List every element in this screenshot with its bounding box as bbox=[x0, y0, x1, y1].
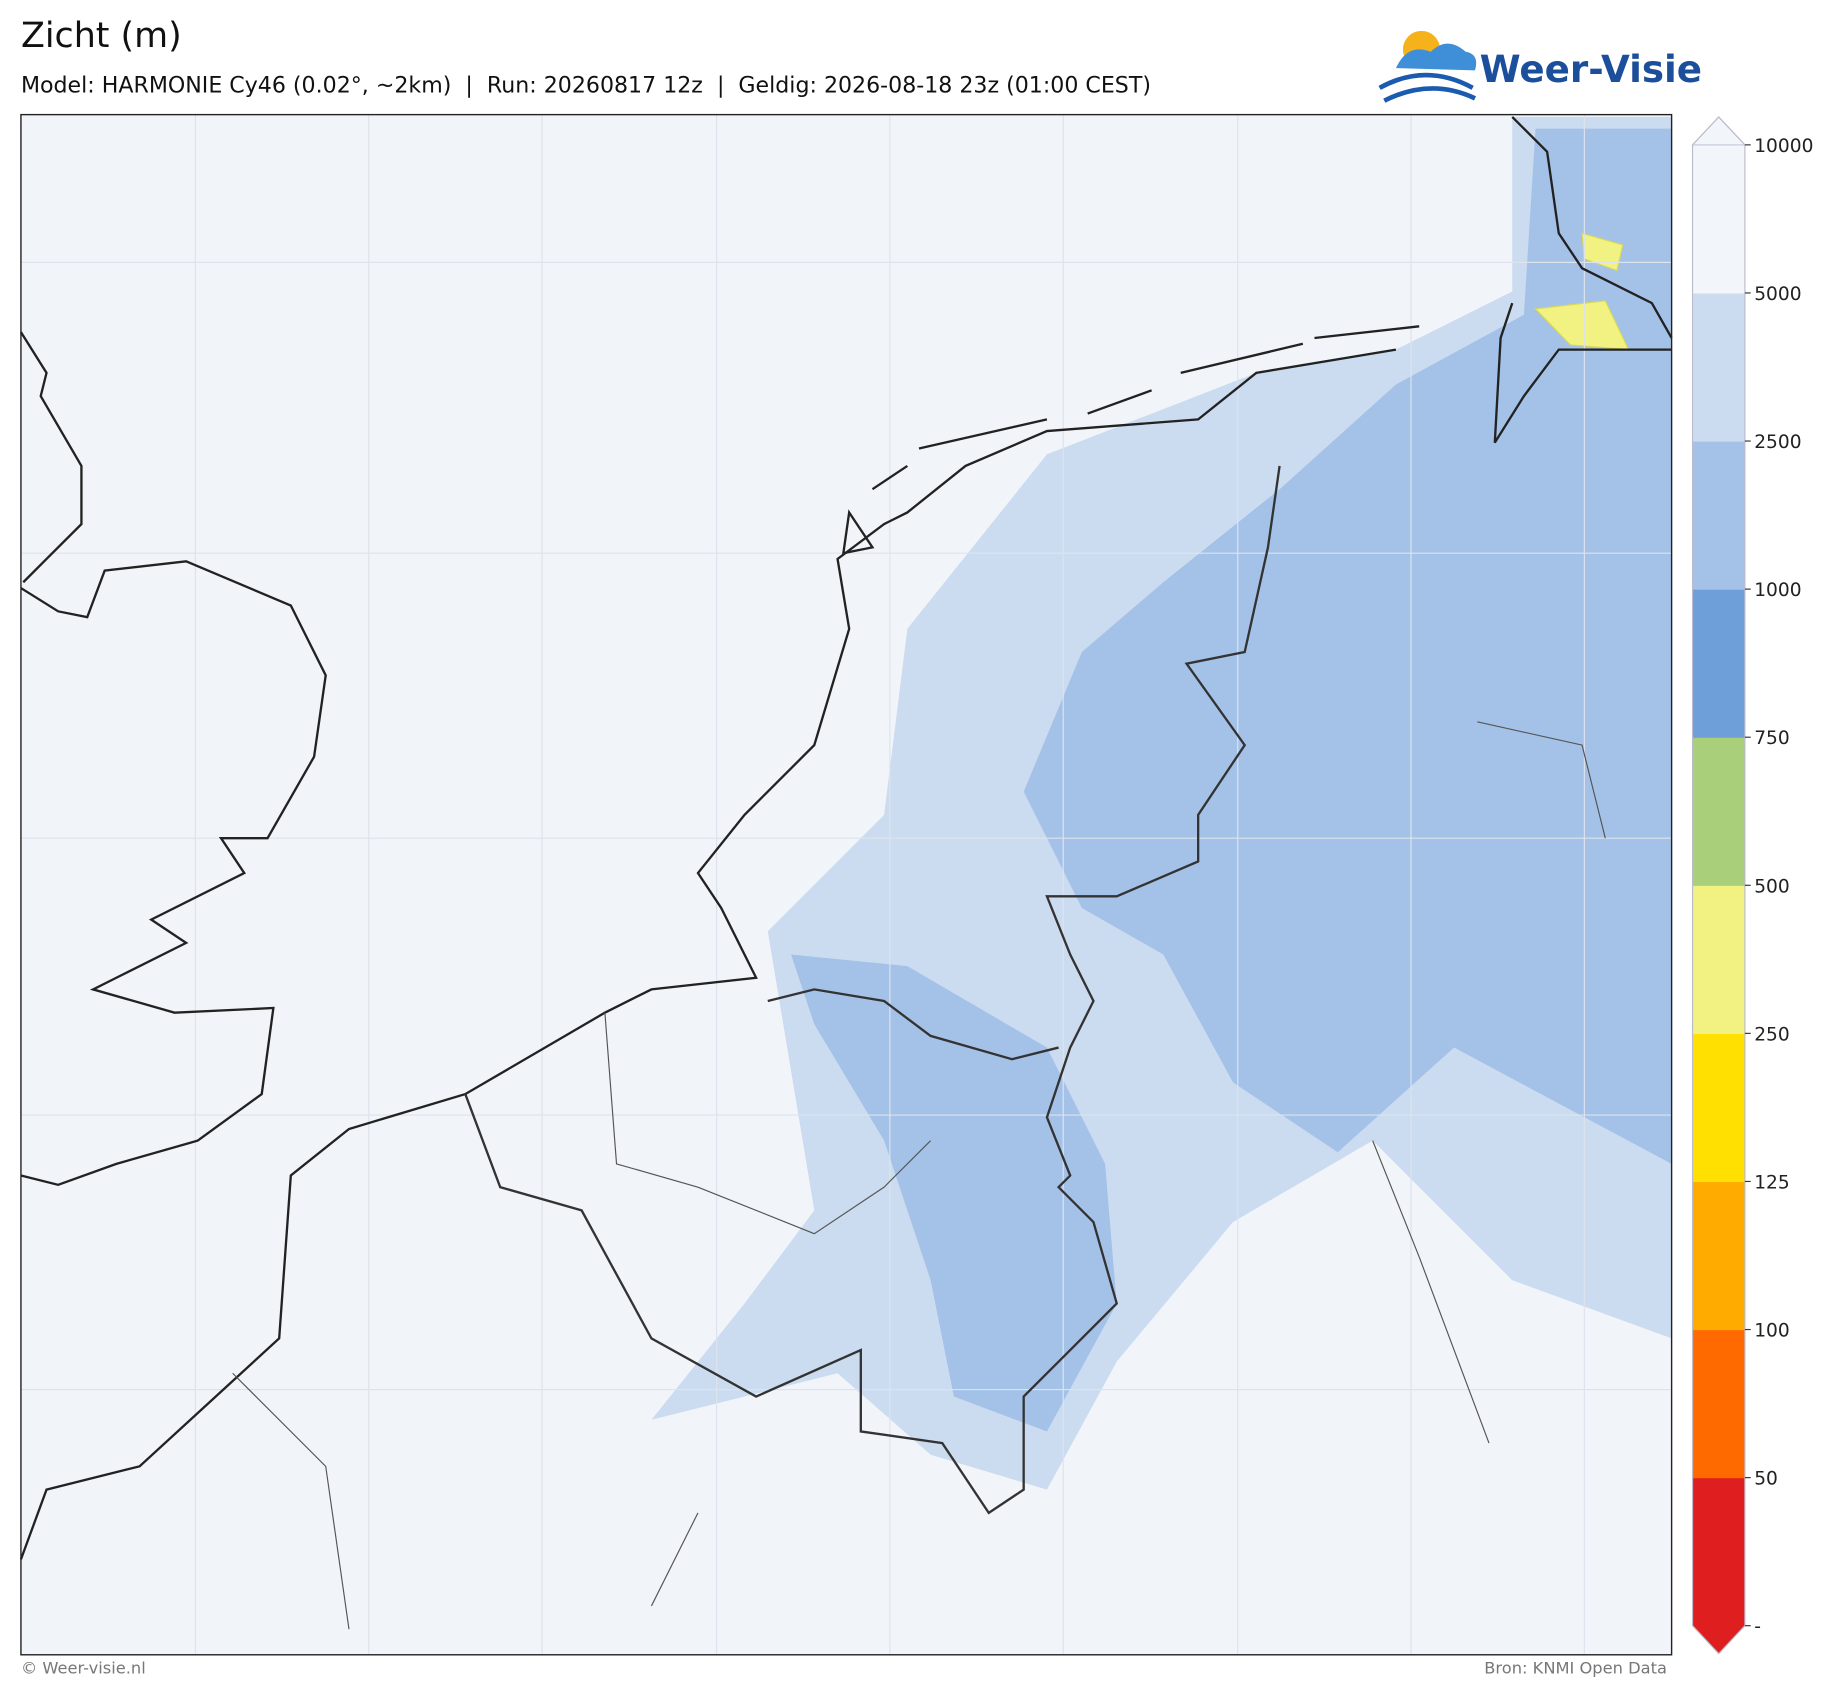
colorbar-band bbox=[1692, 292, 1745, 442]
colorbar-tick-label: 2500 bbox=[1754, 432, 1801, 453]
logo-text: Weer-Visie bbox=[1480, 47, 1702, 91]
colorbar-min-label: - bbox=[1754, 1617, 1761, 1638]
colorbar-tick-label: 125 bbox=[1754, 1172, 1790, 1193]
colorbar-band bbox=[1692, 1181, 1745, 1331]
colorbar-extend-high bbox=[1691, 116, 1747, 146]
visibility-area bbox=[791, 954, 1117, 1432]
logo: Weer-Visie bbox=[1378, 30, 1702, 103]
footer-left: © Weer-visie.nl bbox=[21, 1658, 146, 1677]
visibility-area bbox=[1023, 128, 1672, 1164]
colorbar-tick-label: 5000 bbox=[1754, 284, 1801, 305]
colorbar-band bbox=[1692, 589, 1745, 738]
colorbar-band bbox=[1692, 144, 1745, 294]
colorbar: 50 100 125 250 500 750 1000 2500 5000 10000 - bbox=[1691, 116, 1813, 1655]
colorbar-tick-label: 500 bbox=[1754, 876, 1790, 897]
colorbar-tick-label: 10000 bbox=[1754, 136, 1813, 157]
national-border bbox=[464, 465, 1281, 1515]
colorbar-tick-label: 50 bbox=[1754, 1469, 1778, 1490]
colorbar-tick-label: 750 bbox=[1754, 728, 1790, 749]
colorbar-band bbox=[1692, 885, 1745, 1034]
regional-border bbox=[232, 721, 1606, 1630]
title: Zicht (m) bbox=[21, 16, 182, 56]
colorbar-tick-label: 100 bbox=[1754, 1321, 1790, 1342]
coastline bbox=[19, 116, 1673, 1560]
map bbox=[19, 113, 1673, 1656]
subtitle: Model: HARMONIE Cy46 (0.02°, ~2km) | Run… bbox=[21, 73, 1151, 99]
colorbar-band bbox=[1692, 1033, 1745, 1183]
colorbar-band bbox=[1692, 1477, 1745, 1627]
colorbar-extend-low bbox=[1692, 1625, 1745, 1654]
colorbar-tick-label: 1000 bbox=[1754, 580, 1801, 601]
colorbar-band bbox=[1692, 737, 1745, 886]
colorbar-tick-label: 250 bbox=[1754, 1024, 1790, 1045]
colorbar-band bbox=[1692, 1329, 1745, 1479]
footer-right: Bron: KNMI Open Data bbox=[1484, 1658, 1667, 1677]
colorbar-band bbox=[1692, 441, 1745, 590]
map-frame bbox=[20, 113, 1673, 1656]
